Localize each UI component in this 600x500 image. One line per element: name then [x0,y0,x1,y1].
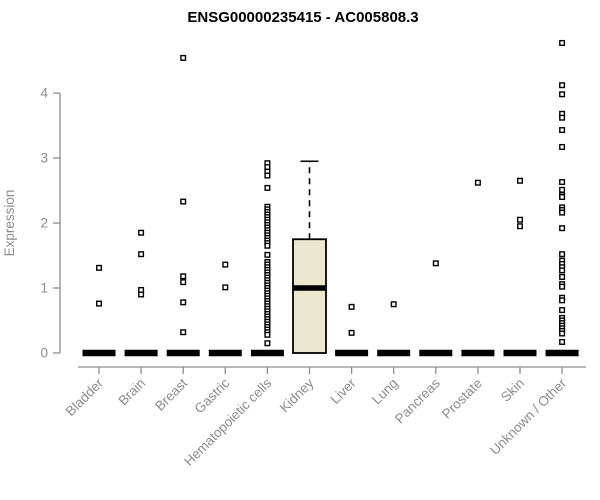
outlier-point [348,303,355,310]
outlier-point [264,251,271,258]
y-tick-label: 3 [40,151,48,166]
outlier-point [264,340,271,347]
outlier-point [559,251,566,258]
outlier-point [559,114,566,121]
outlier-point [138,251,145,258]
outlier-point [222,284,229,291]
outlier-point [180,198,187,205]
box-group-bladder [82,264,116,357]
outlier-point [138,229,145,236]
box-group-gastric [208,261,242,357]
outlier-point [264,242,271,249]
outlier-point [138,291,145,298]
box-group-brain [124,229,158,357]
y-tick-label: 4 [40,86,48,101]
box-rect [292,238,327,354]
outlier-point [180,329,187,336]
outlier-point [517,216,524,223]
outlier-point [348,329,355,336]
outlier-point [559,186,566,193]
x-tick-label: Unknown / Other [487,375,570,458]
x-tick-label: Skin [498,376,527,405]
y-tick-label: 0 [40,346,48,361]
outlier-point [264,184,271,191]
outlier-point [180,273,187,280]
outlier-point [559,283,566,290]
y-axis-title: Expression [2,190,17,257]
box-group-breast [166,54,200,357]
outlier-point [559,209,566,216]
x-tick-label: Pancreas [392,375,443,426]
box-group-unknown-other [545,39,579,357]
box-group-hematopoietic-cells [250,160,284,357]
outlier-point [180,279,187,286]
boxplot-marks [82,39,579,357]
outlier-point [559,330,566,337]
outlier-point [559,225,566,232]
x-tick-label: Breast [152,375,190,413]
chart-title: ENSG00000235415 - AC005808.3 [187,9,418,26]
box-group-prostate [461,179,495,357]
outlier-point [264,172,271,179]
box-group-liver [335,303,369,357]
outlier-point [559,179,566,186]
outlier-point [559,273,566,280]
outlier-point [559,307,566,314]
outlier-point [559,82,566,89]
outlier-point [180,54,187,61]
outlier-point [95,264,102,271]
x-tick-label: Lung [369,376,401,408]
outlier-point [559,193,566,200]
outlier-point [559,143,566,150]
outlier-point [559,267,566,274]
outlier-point [559,297,566,304]
box-group-lung [377,301,411,357]
outlier-point [474,179,481,186]
outlier-point [390,301,397,308]
outlier-point [559,91,566,98]
outlier-point [95,300,102,307]
outlier-point [559,338,566,345]
outlier-point [432,260,439,267]
x-tick-label: Prostate [439,376,485,422]
outlier-point [180,299,187,306]
x-tick-label: Gastric [192,375,233,416]
outlier-point [222,261,229,268]
outlier-point [264,331,271,338]
x-tick-label: Brain [115,376,148,409]
x-tick-label: Kidney [277,375,317,415]
outlier-point [559,127,566,134]
y-tick-label: 1 [40,281,48,296]
box-group-kidney [292,160,327,354]
outlier-point [517,177,524,184]
y-tick-label: 2 [40,216,48,231]
outlier-point [517,223,524,230]
x-tick-label: Bladder [63,375,107,419]
box-group-pancreas [419,260,453,357]
box-group-skin [503,177,537,357]
outlier-point [559,39,566,46]
x-tick-label: Liver [327,375,359,407]
